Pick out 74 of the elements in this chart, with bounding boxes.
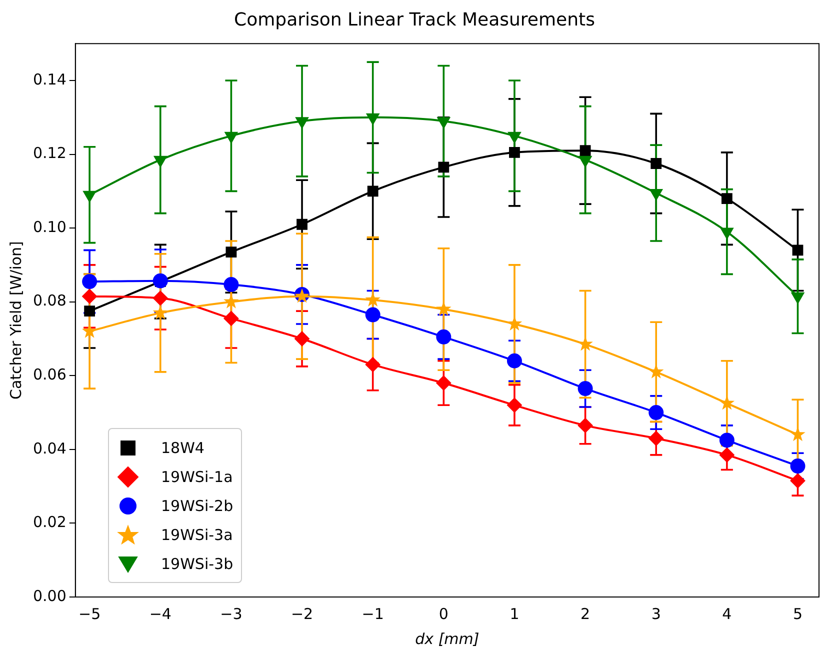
point bbox=[790, 458, 806, 474]
x-axis-title: dx [mm] bbox=[415, 630, 480, 648]
point bbox=[224, 310, 239, 326]
point bbox=[82, 274, 98, 290]
x-tick-label: 0 bbox=[438, 604, 448, 623]
point bbox=[365, 357, 380, 372]
x-tick-label: 5 bbox=[792, 604, 803, 623]
point bbox=[578, 381, 593, 396]
y-tick-label: 0.08 bbox=[32, 292, 66, 310]
legend-label: 19WSi-1a bbox=[161, 468, 233, 486]
y-tick-label: 0.02 bbox=[32, 513, 66, 532]
point bbox=[224, 277, 239, 292]
point bbox=[648, 405, 664, 420]
point bbox=[436, 376, 452, 391]
point bbox=[720, 228, 734, 240]
y-axis-title: Catcher Yield [W/ion] bbox=[6, 241, 25, 400]
point bbox=[152, 273, 168, 288]
y-tick-label: 0.06 bbox=[32, 366, 66, 384]
point bbox=[721, 193, 732, 204]
point bbox=[506, 353, 522, 368]
chart-title: Comparison Linear Track Measurements bbox=[234, 9, 595, 30]
legend-label: 19WSi-3a bbox=[161, 526, 233, 544]
point bbox=[296, 218, 308, 230]
point bbox=[509, 146, 520, 158]
point bbox=[506, 316, 522, 330]
point bbox=[83, 190, 96, 202]
legend-label: 18W4 bbox=[161, 438, 204, 456]
x-tick-label: 3 bbox=[651, 604, 661, 623]
point bbox=[226, 246, 237, 258]
point bbox=[719, 395, 735, 410]
x-tick-label: 1 bbox=[510, 604, 520, 623]
point bbox=[152, 304, 168, 320]
point bbox=[82, 323, 98, 338]
point bbox=[578, 156, 592, 168]
point bbox=[719, 447, 734, 462]
y-tick-label: 0.00 bbox=[32, 586, 66, 605]
point bbox=[792, 244, 804, 256]
y-tick-label: 0.04 bbox=[32, 439, 66, 458]
point bbox=[578, 418, 593, 433]
x-tick-label: 4 bbox=[722, 604, 732, 623]
x-tick-label: −3 bbox=[220, 604, 242, 623]
point bbox=[366, 113, 380, 125]
point bbox=[508, 132, 522, 144]
point bbox=[367, 186, 378, 197]
point bbox=[365, 292, 380, 306]
point bbox=[436, 329, 452, 344]
point bbox=[437, 117, 450, 129]
point bbox=[224, 132, 238, 144]
y-tick-label: 0.14 bbox=[32, 70, 66, 88]
point bbox=[790, 473, 806, 488]
point bbox=[580, 145, 591, 156]
legend-label: 19WSi-2b bbox=[161, 496, 234, 514]
point bbox=[438, 162, 450, 173]
point bbox=[294, 331, 310, 346]
point bbox=[154, 156, 167, 168]
point bbox=[84, 306, 96, 317]
point bbox=[506, 398, 522, 413]
y-tick-label: 0.10 bbox=[32, 218, 66, 236]
point bbox=[365, 307, 380, 322]
point bbox=[436, 301, 452, 316]
point bbox=[295, 117, 309, 129]
x-tick-label: −2 bbox=[290, 604, 314, 623]
x-tick-label: −1 bbox=[362, 604, 384, 623]
y-tick-label: 0.12 bbox=[32, 144, 66, 162]
x-tick-label: 2 bbox=[580, 604, 590, 623]
x-tick-label: −5 bbox=[78, 604, 101, 623]
point bbox=[650, 189, 663, 201]
point bbox=[82, 288, 98, 304]
point bbox=[650, 158, 662, 169]
point bbox=[152, 290, 168, 306]
legend-label: 19WSi-3b bbox=[161, 554, 234, 572]
point bbox=[648, 430, 664, 446]
x-tick-label: −4 bbox=[149, 604, 172, 623]
point bbox=[719, 432, 734, 448]
